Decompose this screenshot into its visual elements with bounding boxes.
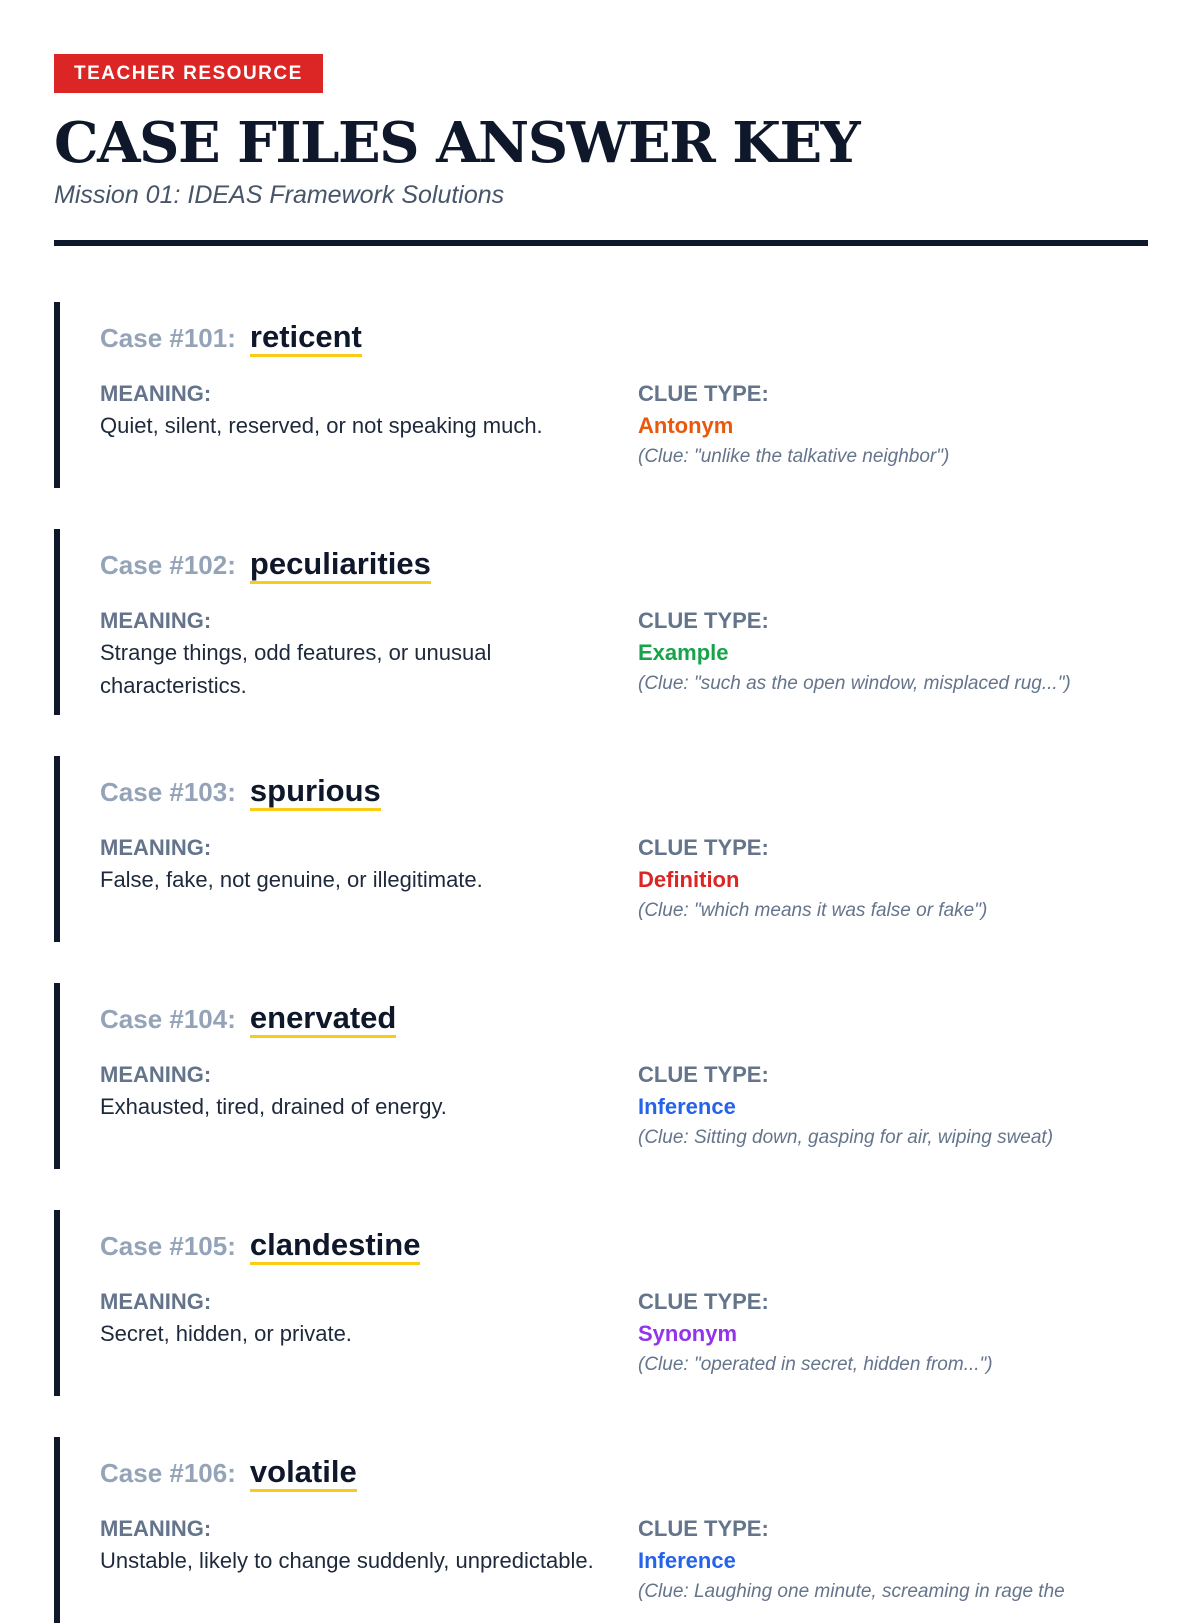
clue-type-value: Inference [638,1094,736,1119]
meaning-text: Secret, hidden, or private. [100,1321,352,1346]
case-card: Case #105: clandestine MEANING: Secret, … [54,1210,1148,1396]
clue-type-label: CLUE TYPE: [638,608,769,633]
clue-type-label: CLUE TYPE: [638,835,769,860]
clue-text: (Clue: "unlike the talkative neighbor") [638,446,950,467]
meaning-text: Quiet, silent, reserved, or not speaking… [100,413,543,438]
clue-text: (Clue: "operated in secret, hidden from.… [638,1354,993,1375]
case-number: Case #103: [100,777,236,807]
clue-type-label: CLUE TYPE: [638,1516,769,1541]
case-card: Case #102: peculiarities MEANING: Strang… [54,529,1148,715]
clue-type-label: CLUE TYPE: [638,1289,769,1314]
clue-type-value: Synonym [638,1321,738,1346]
case-number: Case #104: [100,1004,236,1034]
clue-type-label: CLUE TYPE: [638,1062,769,1087]
case-number: Case #101: [100,323,236,353]
meaning-label: MEANING: [100,381,212,406]
case-number: Case #105: [100,1231,236,1261]
meaning-label: MEANING: [100,835,212,860]
vocabulary-word: reticent [249,320,362,357]
header-divider [54,240,1148,246]
case-list: Case #101: reticent MEANING: Quiet, sile… [54,302,1148,1623]
clue-text: (Clue: "such as the open window, misplac… [638,673,1071,694]
teacher-resource-badge: TEACHER RESOURCE [54,54,323,93]
meaning-label: MEANING: [100,1289,212,1314]
vocabulary-word: peculiarities [249,547,431,584]
case-card: Case #104: enervated MEANING: Exhausted,… [54,983,1148,1169]
clue-text: (Clue: Laughing one minute, screaming in… [638,1581,1065,1602]
vocabulary-word: volatile [249,1455,357,1492]
clue-type-value: Definition [638,867,740,892]
meaning-text: Strange things, odd features, or unusual… [100,640,492,698]
clue-text: (Clue: Sitting down, gasping for air, wi… [638,1127,1054,1148]
clue-text: (Clue: "which means it was false or fake… [638,900,988,921]
meaning-label: MEANING: [100,1516,212,1541]
meaning-text: Exhausted, tired, drained of energy. [100,1094,447,1119]
clue-type-value: Inference [638,1548,736,1573]
page-title: CASE FILES ANSWER KEY [54,110,861,176]
case-card: Case #106: volatile MEANING: Unstable, l… [54,1437,1148,1623]
meaning-text: False, fake, not genuine, or illegitimat… [100,867,483,892]
vocabulary-word: clandestine [249,1228,421,1265]
clue-type-value: Antonym [638,413,734,438]
clue-type-label: CLUE TYPE: [638,381,769,406]
case-number: Case #106: [100,1458,236,1488]
clue-type-value: Example [638,640,729,665]
meaning-label: MEANING: [100,608,212,633]
case-number: Case #102: [100,550,236,580]
case-card: Case #103: spurious MEANING: False, fake… [54,756,1148,942]
case-card: Case #101: reticent MEANING: Quiet, sile… [54,302,1148,488]
vocabulary-word: enervated [249,1001,397,1038]
page-subtitle: Mission 01: IDEAS Framework Solutions [54,181,505,209]
meaning-text: Unstable, likely to change suddenly, unp… [100,1548,594,1573]
vocabulary-word: spurious [249,774,381,811]
meaning-label: MEANING: [100,1062,212,1087]
